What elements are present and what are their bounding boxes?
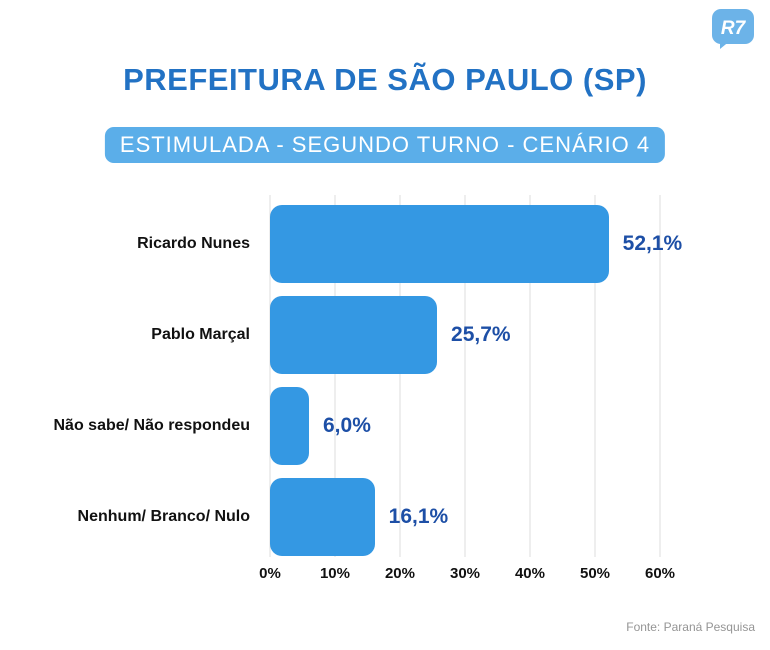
x-tick-label: 50% <box>579 565 611 582</box>
category-label: Não sabe/ Não respondeu <box>53 417 251 434</box>
x-tick-label: 20% <box>384 565 415 582</box>
gridline <box>399 195 401 557</box>
x-tick-label: 40% <box>514 565 545 582</box>
speech-bubble-icon <box>712 9 754 44</box>
gridline <box>529 195 531 557</box>
r7-logo: R7 <box>712 9 754 49</box>
speech-bubble-tail <box>720 40 731 49</box>
bar-value-label: 6,0% <box>323 414 371 437</box>
plot-area: 0% 10% 20% 30% 40% 50% 60% 52,1% 25,7% 6,0% 16,1% <box>259 195 682 582</box>
bar <box>270 478 375 556</box>
category-label: Nenhum/ Branco/ Nulo <box>77 508 250 525</box>
bar-value-label: 16,1% <box>388 505 449 528</box>
page-title: PREFEITURA DE SÃO PAULO (SP) <box>123 62 647 97</box>
bar <box>270 205 609 283</box>
bar <box>270 387 309 465</box>
bar-value-label: 52,1% <box>622 232 683 255</box>
x-tick-label: 30% <box>449 565 481 582</box>
r7-logo-text: R7 <box>721 18 747 39</box>
category-label: Ricardo Nunes <box>137 235 250 252</box>
gridline <box>269 195 271 557</box>
category-label: Pablo Marçal <box>151 326 250 343</box>
gridline <box>464 195 466 557</box>
x-tick-label: 10% <box>319 565 350 582</box>
source-note: Fonte: Paraná Pesquisa <box>626 620 755 634</box>
category-labels: Ricardo Nunes Pablo Marçal Não sabe/ Não r… <box>0 195 260 557</box>
bar <box>270 296 438 374</box>
gridline <box>334 195 336 557</box>
x-tick-label: 60% <box>644 565 676 582</box>
bar-value-label: 25,7% <box>451 323 511 346</box>
gridline <box>659 195 661 557</box>
gridline <box>594 195 596 557</box>
x-tick-label: 0% <box>259 565 281 582</box>
subtitle-badge: ESTIMULADA - SEGUNDO TURNO - CENÁRIO 4 <box>104 127 666 163</box>
